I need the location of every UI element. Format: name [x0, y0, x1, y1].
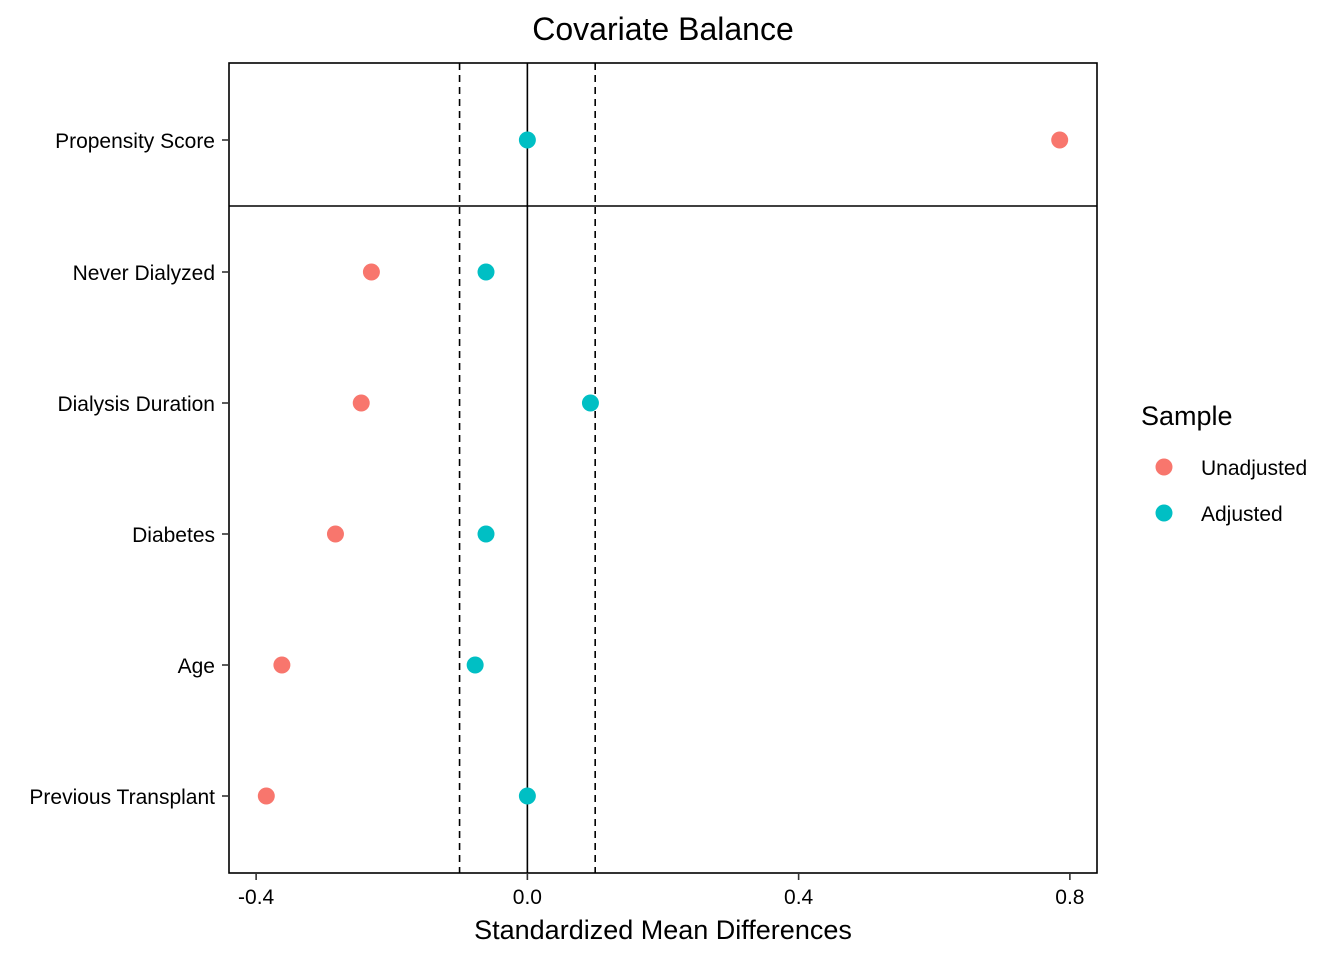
y-tick-label: Diabetes	[132, 524, 215, 547]
y-axis: Propensity Score Never Dialyzed Dialysis D…	[29, 130, 229, 809]
point-adjusted	[466, 656, 484, 674]
legend-label-unadjusted: Unadjusted	[1201, 457, 1307, 480]
point-adjusted	[581, 394, 599, 412]
point-adjusted	[518, 131, 536, 149]
legend: Sample Unadjusted Adjusted	[1141, 401, 1307, 526]
x-axis: -0.4 0.0 0.4 0.8	[238, 873, 1084, 909]
legend-label-adjusted: Adjusted	[1201, 503, 1283, 526]
point-unadjusted	[1051, 131, 1069, 149]
point-unadjusted	[273, 656, 291, 674]
x-tick-label: -0.4	[238, 886, 275, 909]
legend-key-unadjusted	[1155, 458, 1173, 476]
y-tick-label: Previous Transplant	[29, 786, 215, 809]
x-tick-label: 0.8	[1055, 886, 1084, 909]
legend-key-adjusted	[1155, 504, 1173, 522]
point-unadjusted	[352, 394, 370, 412]
point-unadjusted	[362, 263, 380, 281]
y-tick-label: Propensity Score	[55, 130, 215, 153]
y-tick-label: Never Dialyzed	[73, 262, 215, 285]
legend-title: Sample	[1141, 401, 1233, 431]
x-tick-label: 0.4	[784, 886, 814, 909]
x-axis-label: Standardized Mean Differences	[474, 915, 852, 945]
point-unadjusted	[257, 787, 275, 805]
y-tick-label: Dialysis Duration	[57, 393, 215, 416]
point-adjusted	[518, 787, 536, 805]
data-points	[257, 131, 1069, 805]
chart-title: Covariate Balance	[532, 11, 793, 47]
point-adjusted	[477, 525, 495, 543]
x-tick-label: 0.0	[513, 886, 542, 909]
point-unadjusted	[326, 525, 344, 543]
point-adjusted	[477, 263, 495, 281]
reference-lines	[458, 63, 596, 873]
y-tick-label: Age	[178, 655, 215, 678]
plot-panel	[228, 62, 1098, 874]
